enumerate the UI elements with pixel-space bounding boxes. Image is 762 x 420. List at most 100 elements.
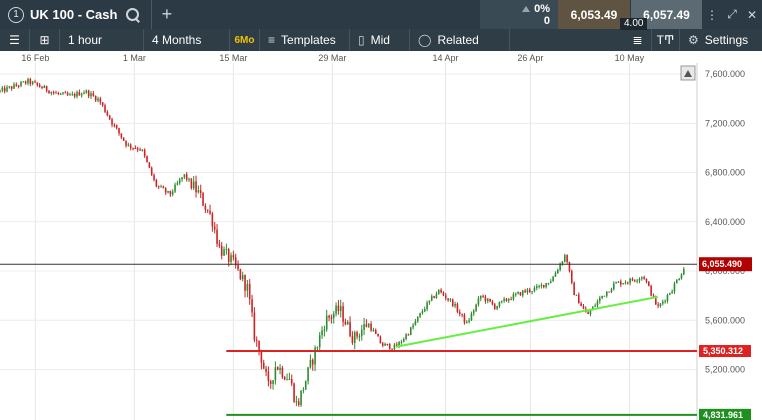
candle-body xyxy=(342,306,344,322)
candle-body xyxy=(360,329,363,337)
expand-icon[interactable]: ⤢ xyxy=(727,7,737,21)
candle-body xyxy=(563,255,566,262)
current-price-tag xyxy=(699,257,752,272)
candle-body xyxy=(80,93,83,96)
sell-price-button[interactable]: 6,053.49 xyxy=(558,0,630,29)
candle-body xyxy=(83,92,85,94)
candle-body xyxy=(491,301,494,305)
candle-body xyxy=(64,92,67,94)
x-tick-label: 10 May xyxy=(615,53,645,63)
candle-body xyxy=(10,86,13,89)
candle-body xyxy=(213,226,216,230)
candle-body xyxy=(202,192,204,206)
y-tick-label: 7,600.000 xyxy=(705,69,745,79)
interval-selector[interactable]: 1 hour xyxy=(60,29,144,51)
candle-body xyxy=(454,304,456,306)
candle-body xyxy=(258,340,260,351)
candle-body xyxy=(185,174,188,180)
candle-body xyxy=(582,306,585,309)
candle-body xyxy=(311,359,314,365)
candle-body xyxy=(339,306,342,311)
candle-body xyxy=(377,333,379,337)
candle-body xyxy=(524,290,526,293)
candle-body xyxy=(76,92,78,97)
candle-body xyxy=(353,332,356,343)
search-icon[interactable] xyxy=(125,7,141,23)
price-type-selector[interactable]: ▯ Mid xyxy=(350,29,410,51)
candle-body xyxy=(430,296,433,301)
y-tick-label: 6,800.000 xyxy=(705,168,745,178)
candle-body xyxy=(230,255,232,262)
templates-label: Templates xyxy=(281,33,336,47)
candle-body xyxy=(398,342,400,347)
chart-canvas[interactable]: 16 Feb 1 Mar 15 Mar 29 Mar 14 Apr 26 Apr 10 Ma… xyxy=(0,51,762,420)
text-tool-icon[interactable]: TͲ xyxy=(652,29,680,51)
related-button[interactable]: ◯ Related xyxy=(410,29,510,51)
candle-body xyxy=(559,264,561,270)
candle-body xyxy=(648,281,650,286)
drawing-list-icon[interactable]: ≣ xyxy=(624,29,652,51)
x-axis-strip xyxy=(0,51,762,63)
candle-body xyxy=(386,343,389,345)
candle-body xyxy=(538,286,540,288)
instrument-tab[interactable]: 1 UK 100 - Cash xyxy=(0,0,153,29)
layout-grid-icon[interactable]: ⊞ xyxy=(30,29,60,51)
candle-body xyxy=(27,79,29,84)
candle-body xyxy=(174,184,176,192)
candle-body xyxy=(503,298,505,301)
candle-body xyxy=(190,178,193,189)
candle-body xyxy=(409,327,412,335)
x-tick-label: 16 Feb xyxy=(21,53,49,63)
x-tick-label: 29 Mar xyxy=(318,53,346,63)
close-icon[interactable]: ✕ xyxy=(746,7,758,22)
candle-body xyxy=(132,147,134,149)
candle-body xyxy=(451,299,454,306)
candle-body xyxy=(122,137,125,141)
candle-body xyxy=(295,401,298,403)
candle-body xyxy=(97,98,99,101)
candle-body xyxy=(8,86,11,88)
candle-body xyxy=(129,144,132,148)
y-tick-label: 7,200.000 xyxy=(705,118,745,128)
candle-body xyxy=(337,305,340,311)
candle-body xyxy=(164,188,167,193)
templates-button[interactable]: ≡ Templates xyxy=(260,29,350,51)
candle-body xyxy=(290,379,293,384)
candle-body xyxy=(94,95,97,101)
candle-body xyxy=(531,291,533,293)
candle-body xyxy=(316,347,319,349)
candle-body xyxy=(414,321,417,326)
candle-body xyxy=(69,94,71,96)
candle-body xyxy=(218,244,221,246)
candle-body xyxy=(412,325,414,328)
range-badge[interactable]: 6Mo xyxy=(230,29,260,51)
candle-body xyxy=(444,295,447,299)
interval-label: 1 hour xyxy=(68,33,103,47)
candle-body xyxy=(59,93,62,95)
candle-body xyxy=(31,81,34,84)
candle-body xyxy=(631,278,634,281)
price-chart[interactable]: 16 Feb 1 Mar 15 Mar 29 Mar 14 Apr 26 Apr 10 Ma… xyxy=(0,51,762,420)
candle-body xyxy=(155,179,158,187)
candle-body xyxy=(50,91,53,94)
menu-icon[interactable]: ☰ xyxy=(0,29,30,51)
candle-body xyxy=(489,298,491,302)
candle-body xyxy=(363,324,365,330)
candle-body xyxy=(554,273,557,277)
range-selector[interactable]: 4 Months xyxy=(144,29,230,51)
candle-body xyxy=(622,283,624,285)
candle-body xyxy=(34,81,36,83)
candle-body xyxy=(493,304,496,309)
candle-body xyxy=(335,305,337,314)
level-price-label: 5,350.312 xyxy=(703,346,743,356)
candle-body xyxy=(514,293,517,295)
candle-body xyxy=(393,344,396,350)
text-tool-label: TͲ xyxy=(656,33,675,47)
candle-body xyxy=(498,301,501,307)
grip-icon[interactable]: ⋮ xyxy=(706,7,718,22)
plus-icon[interactable]: + xyxy=(161,4,173,24)
settings-button[interactable]: ⚙ Settings xyxy=(680,29,762,51)
candle-body xyxy=(332,313,335,319)
candle-body xyxy=(192,181,195,189)
candle-body xyxy=(612,283,615,290)
